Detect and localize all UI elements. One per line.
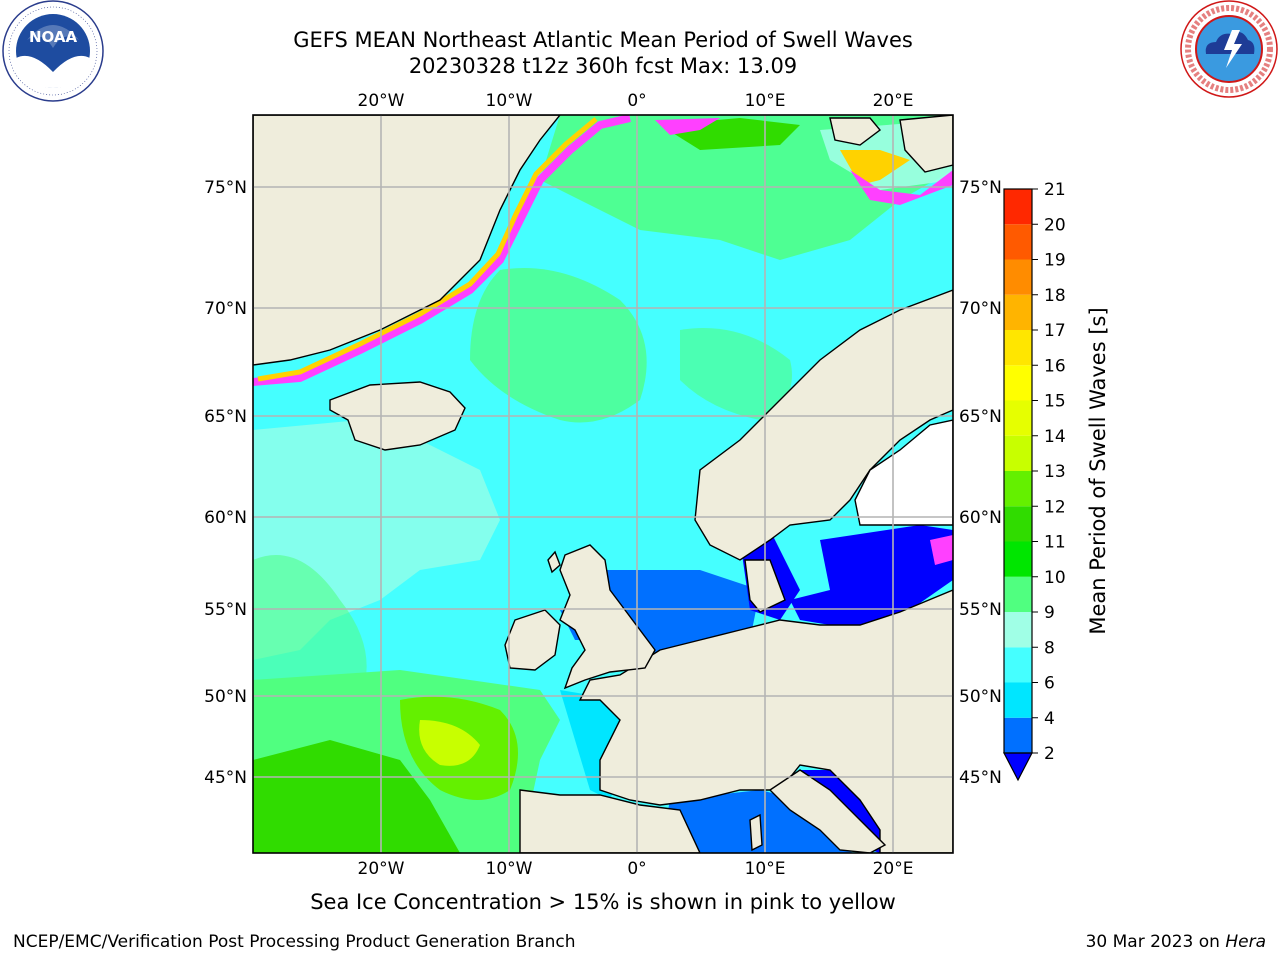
- lon-labels-bottom: 20°W 10°W 0° 10°E 20°E: [358, 859, 914, 879]
- colorbar-tick-label: 16: [1044, 356, 1066, 376]
- colorbar-swatch: [1004, 471, 1032, 507]
- graticule: [253, 115, 953, 853]
- chart-title: GEFS MEAN Northeast Atlantic Mean Period…: [293, 28, 913, 52]
- lat-label: 75°N: [959, 178, 1002, 198]
- colorbar-swatch: [1004, 506, 1032, 542]
- colorbar-swatch: [1004, 189, 1032, 225]
- chart-subtitle: 20230328 t12z 360h fcst Max: 13.09: [408, 54, 798, 78]
- lon-label: 20°W: [358, 91, 405, 111]
- sea-ice-caption: Sea Ice Concentration > 15% is shown in …: [310, 890, 896, 914]
- colorbar-tick-label: 21: [1044, 180, 1066, 200]
- lon-label: 10°W: [486, 859, 533, 879]
- lat-label: 60°N: [204, 508, 247, 528]
- lon-labels-top: 20°W 10°W 0° 10°E 20°E: [358, 91, 914, 111]
- colorbar-swatch: [1004, 330, 1032, 366]
- colorbar-swatch: [1004, 647, 1032, 683]
- colorbar-swatch: [1004, 400, 1032, 436]
- svg-text:NOAA: NOAA: [29, 28, 78, 46]
- colorbar-swatch: [1004, 259, 1032, 295]
- colorbar-tick-label: 9: [1044, 603, 1055, 623]
- land-masses: [253, 115, 953, 853]
- colorbar-tick-label: 13: [1044, 462, 1066, 482]
- colorbar-tick-label: 20: [1044, 215, 1066, 235]
- colorbar-swatch: [1004, 294, 1032, 330]
- colorbar-swatch: [1004, 682, 1032, 718]
- lon-label: 0°: [627, 859, 646, 879]
- lat-labels-right: 75°N 70°N 65°N 60°N 55°N 50°N 45°N: [959, 178, 1002, 788]
- lat-label: 70°N: [204, 299, 247, 319]
- colorbar-swatch: [1004, 365, 1032, 401]
- nws-logo-icon: [1180, 0, 1278, 98]
- colorbar-tick-label: 2: [1044, 744, 1055, 764]
- lon-label: 10°E: [745, 859, 786, 879]
- colorbar-tick-label: 4: [1044, 709, 1055, 729]
- lat-label: 55°N: [959, 600, 1002, 620]
- lon-label: 0°: [627, 91, 646, 111]
- colorbar-tick-label: 6: [1044, 674, 1055, 694]
- lat-label: 60°N: [959, 508, 1002, 528]
- lat-label: 45°N: [959, 768, 1002, 788]
- colorbar-tick-label: 17: [1044, 321, 1066, 341]
- lat-label: 50°N: [204, 687, 247, 707]
- noaa-logo-icon: NOAA: [2, 0, 104, 102]
- colorbar-tick-label: 11: [1044, 533, 1066, 553]
- colorbar-tick-label: 19: [1044, 251, 1066, 271]
- lon-label: 10°W: [486, 91, 533, 111]
- colorbar: 2 4 6 8 9 10 11 12 13 14 15 16 17 18 19 20 21: [1003, 180, 1066, 782]
- lat-label: 65°N: [959, 407, 1002, 427]
- colorbar-swatch: [1004, 541, 1032, 577]
- colorbar-tick-label: 10: [1044, 568, 1066, 588]
- colorbar-tick-label: 12: [1044, 497, 1066, 517]
- lat-label: 50°N: [959, 687, 1002, 707]
- footer-host: Hera: [1225, 932, 1266, 952]
- lat-label: 45°N: [204, 768, 247, 788]
- colorbar-swatch: [1004, 224, 1032, 260]
- colorbar-label: Mean Period of Swell Waves [s]: [1086, 307, 1110, 634]
- colorbar-swatch: [1004, 576, 1032, 612]
- colorbar-tick-label: 8: [1044, 638, 1055, 658]
- lon-label: 20°W: [358, 859, 405, 879]
- lat-label: 55°N: [204, 600, 247, 620]
- lon-label: 10°E: [745, 91, 786, 111]
- lat-labels-left: 75°N 70°N 65°N 60°N 55°N 50°N 45°N: [204, 178, 247, 788]
- colorbar-tick-label: 18: [1044, 286, 1066, 306]
- colorbar-swatch: [1004, 612, 1032, 648]
- footer-date-text: 30 Mar 2023 on: [1085, 932, 1226, 952]
- lat-label: 70°N: [959, 299, 1002, 319]
- lon-label: 20°E: [873, 91, 914, 111]
- lat-label: 75°N: [204, 178, 247, 198]
- footer-date: 30 Mar 2023 on Hera: [1086, 932, 1266, 952]
- swell-period-field: [253, 115, 953, 853]
- lon-label: 20°E: [873, 859, 914, 879]
- colorbar-swatch: [1004, 717, 1032, 753]
- footer-credit: NCEP/EMC/Verification Post Processing Pr…: [13, 932, 576, 952]
- colorbar-tick-label: 14: [1044, 427, 1066, 447]
- colorbar-extend-arrow: [1003, 752, 1033, 782]
- colorbar-tick-label: 15: [1044, 392, 1066, 412]
- colorbar-swatch: [1004, 435, 1032, 471]
- lat-label: 65°N: [204, 407, 247, 427]
- map-frame: [252, 114, 954, 854]
